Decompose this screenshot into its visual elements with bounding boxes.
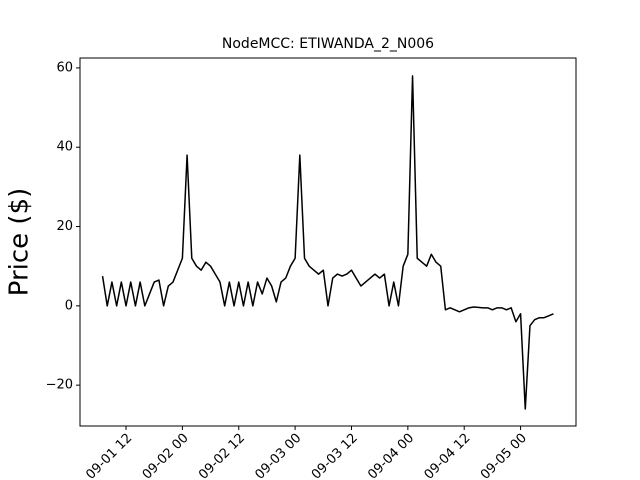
y-tick-label: 40 — [56, 140, 73, 155]
x-tick-label: 09-04 12 — [422, 431, 474, 480]
y-axis-label: Price ($) — [5, 188, 35, 297]
y-tick-label: 60 — [56, 60, 73, 75]
x-tick-label: 09-04 00 — [365, 431, 417, 480]
x-tick-label: 09-03 00 — [252, 431, 304, 480]
y-tick-label: 0 — [65, 298, 73, 313]
x-tick-label: 09-02 12 — [196, 431, 248, 480]
x-tick-label: 09-01 12 — [83, 431, 135, 480]
y-tick-label: −20 — [46, 378, 73, 393]
y-tick-label: 20 — [56, 219, 73, 234]
price-line — [101, 75, 554, 410]
x-tick-label: 09-05 00 — [478, 431, 530, 480]
x-tick-label: 09-02 00 — [140, 431, 192, 480]
x-tick-label: 09-03 12 — [309, 431, 361, 480]
chart-title: NodeMCC: ETIWANDA_2_N006 — [222, 36, 434, 52]
plot-frame — [79, 57, 577, 427]
